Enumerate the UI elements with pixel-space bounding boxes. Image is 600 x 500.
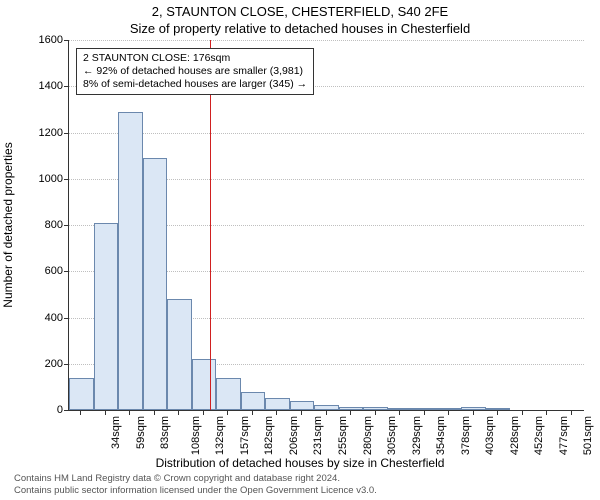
x-tickmark — [448, 410, 449, 415]
x-tick-label: 305sqm — [386, 416, 398, 455]
x-tickmark — [105, 410, 106, 415]
x-tick-label: 280sqm — [362, 416, 374, 455]
plot-area — [68, 40, 584, 411]
histogram-bar — [118, 112, 143, 410]
info-annotation-box: 2 STAUNTON CLOSE: 176sqm ← 92% of detach… — [76, 48, 314, 95]
histogram-bar — [94, 223, 119, 410]
x-tick-label: 83sqm — [159, 416, 171, 449]
x-tick-label: 452sqm — [533, 416, 545, 455]
gridline — [69, 40, 584, 41]
y-tick-label: 0 — [23, 404, 63, 416]
x-tick-label: 182sqm — [264, 416, 276, 455]
x-tickmark — [350, 410, 351, 415]
chart-title-line1: 2, STAUNTON CLOSE, CHESTERFIELD, S40 2FE — [0, 4, 600, 19]
x-tick-label: 378sqm — [460, 416, 472, 455]
x-tickmark — [497, 410, 498, 415]
gridline — [69, 133, 584, 134]
x-tickmark — [326, 410, 327, 415]
x-tick-label: 329sqm — [411, 416, 423, 455]
chart-title-line2: Size of property relative to detached ho… — [0, 21, 600, 36]
y-tick-label: 400 — [23, 312, 63, 324]
histogram-bar — [216, 378, 241, 410]
histogram-bar — [143, 158, 168, 410]
x-tickmark — [203, 410, 204, 415]
x-tick-label: 255sqm — [337, 416, 349, 455]
footer-attribution: Contains HM Land Registry data © Crown c… — [14, 473, 377, 496]
x-tickmark — [424, 410, 425, 415]
histogram-bar — [265, 398, 290, 410]
x-axis-label: Distribution of detached houses by size … — [0, 456, 600, 470]
y-tick-label: 1400 — [23, 80, 63, 92]
x-tickmark — [154, 410, 155, 415]
y-tick-label: 600 — [23, 265, 63, 277]
x-tick-label: 428sqm — [509, 416, 521, 455]
x-tick-label: 231sqm — [313, 416, 325, 455]
x-tick-label: 59sqm — [135, 416, 147, 449]
x-tickmark — [522, 410, 523, 415]
x-tickmark — [375, 410, 376, 415]
x-tickmark — [571, 410, 572, 415]
x-tick-label: 501sqm — [582, 416, 594, 455]
footer-line2: Contains public sector information licen… — [14, 485, 377, 496]
infobox-line1: 2 STAUNTON CLOSE: 176sqm — [83, 52, 307, 65]
chart-container: 2, STAUNTON CLOSE, CHESTERFIELD, S40 2FE… — [0, 0, 600, 500]
x-tick-label: 157sqm — [239, 416, 251, 455]
x-tickmark — [227, 410, 228, 415]
x-tickmark — [129, 410, 130, 415]
histogram-bar — [290, 401, 315, 410]
x-tick-label: 403sqm — [484, 416, 496, 455]
x-tickmark — [80, 410, 81, 415]
infobox-line2: ← 92% of detached houses are smaller (3,… — [83, 65, 307, 78]
histogram-bar — [192, 359, 217, 410]
x-tick-label: 108sqm — [190, 416, 202, 455]
y-tick-label: 800 — [23, 219, 63, 231]
x-tickmark — [252, 410, 253, 415]
x-tickmark — [178, 410, 179, 415]
y-tick-label: 1200 — [23, 127, 63, 139]
y-tick-label: 200 — [23, 358, 63, 370]
x-tickmark — [546, 410, 547, 415]
histogram-bar — [69, 378, 94, 410]
y-axis-label: Number of detached properties — [1, 142, 15, 307]
reference-line — [210, 40, 211, 410]
footer-line1: Contains HM Land Registry data © Crown c… — [14, 473, 377, 484]
y-tick-label: 1000 — [23, 173, 63, 185]
histogram-bar — [241, 392, 266, 411]
x-tick-label: 34sqm — [110, 416, 122, 449]
x-tickmark — [301, 410, 302, 415]
x-tick-label: 206sqm — [288, 416, 300, 455]
y-tick-label: 1600 — [23, 34, 63, 46]
x-tick-label: 354sqm — [435, 416, 447, 455]
infobox-line3: 8% of semi-detached houses are larger (3… — [83, 78, 307, 91]
x-tickmark — [276, 410, 277, 415]
x-tickmark — [399, 410, 400, 415]
x-tick-label: 477sqm — [558, 416, 570, 455]
x-tickmark — [473, 410, 474, 415]
x-tick-label: 132sqm — [214, 416, 226, 455]
histogram-bar — [167, 299, 192, 410]
